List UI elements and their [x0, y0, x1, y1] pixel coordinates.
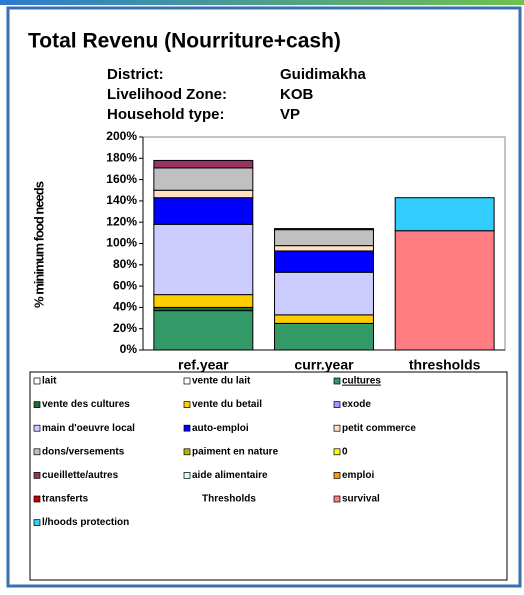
bar-segment	[274, 229, 374, 247]
legend-swatch	[33, 424, 41, 432]
legend	[29, 371, 508, 581]
y-tick-label: 160%	[106, 172, 137, 186]
y-tick-label: 180%	[106, 150, 137, 164]
bar-segment	[274, 250, 374, 273]
y-tick-label: 20%	[113, 321, 137, 335]
legend-swatch	[33, 495, 41, 503]
bar-segment	[153, 167, 254, 191]
legend-swatch	[333, 495, 341, 503]
chart-title: Total Revenu (Nourriture+cash)	[28, 30, 341, 53]
bar-segment	[153, 197, 254, 225]
info-label: District:	[107, 66, 164, 83]
y-tick-label: 200%	[106, 129, 137, 143]
legend-label: Thresholds	[202, 494, 256, 505]
legend-swatch	[183, 377, 191, 385]
legend-swatch	[183, 448, 191, 456]
legend-label: vente des cultures	[42, 399, 130, 410]
legend-swatch	[33, 377, 41, 385]
legend-swatch	[333, 377, 341, 385]
info-label: Household type:	[107, 106, 225, 123]
bar-segment	[274, 245, 374, 252]
legend-label: paiment en nature	[192, 446, 279, 457]
legend-label: vente du betail	[192, 399, 262, 410]
legend-label: cueillette/autres	[42, 470, 119, 481]
legend-label: survival	[342, 494, 380, 505]
legend-label: main d'oeuvre local	[42, 423, 135, 434]
legend-swatch	[333, 472, 341, 479]
x-tick-label: ref.year	[178, 357, 229, 373]
legend-label: transferts	[42, 494, 89, 505]
info-value: KOB	[280, 86, 314, 103]
bar-segment	[153, 310, 254, 351]
info-label: Livelihood Zone:	[107, 86, 227, 103]
legend-swatch	[33, 519, 41, 526]
info-value: Guidimakha	[280, 66, 367, 83]
legend-label: lait	[42, 376, 57, 387]
top-bar	[0, 0, 524, 5]
info-value: VP	[280, 106, 300, 123]
x-tick-label: curr.year	[294, 357, 354, 373]
y-axis-label: % minimum food needs	[31, 181, 46, 308]
bar-segment	[153, 189, 254, 199]
legend-swatch	[183, 424, 191, 432]
x-tick-label: thresholds	[409, 357, 481, 373]
legend-label: aide alimentaire	[192, 470, 268, 481]
bar-segment	[394, 230, 495, 351]
y-tick-label: 80%	[113, 257, 137, 271]
legend-swatch	[333, 448, 341, 456]
legend-swatch	[183, 401, 191, 408]
legend-label: dons/versements	[42, 446, 125, 457]
legend-label: auto-emploi	[192, 423, 249, 434]
legend-label: cultures	[342, 376, 381, 387]
y-tick-label: 0%	[120, 342, 138, 356]
legend-swatch	[33, 448, 41, 456]
legend-label: exode	[342, 399, 371, 410]
legend-label: 0	[342, 446, 348, 457]
bar-segment	[274, 314, 374, 324]
legend-swatch	[333, 401, 341, 408]
y-tick-label: 100%	[106, 236, 137, 250]
bar-segment	[274, 271, 374, 316]
legend-swatch	[33, 401, 41, 408]
y-tick-label: 140%	[106, 193, 137, 207]
legend-label: vente du lait	[192, 376, 251, 387]
legend-label: l/hoods protection	[42, 517, 129, 528]
y-tick-label: 40%	[113, 300, 137, 314]
legend-swatch	[33, 472, 41, 479]
legend-swatch	[183, 472, 191, 479]
bar-segment	[153, 294, 254, 308]
y-tick-label: 120%	[106, 214, 137, 228]
bar-segment	[394, 197, 495, 232]
legend-label: emploi	[342, 470, 374, 481]
bar-segment	[153, 223, 254, 296]
bar-segment	[153, 159, 254, 169]
legend-swatch	[333, 424, 341, 432]
legend-label: petit commerce	[342, 423, 416, 434]
y-tick-label: 60%	[113, 278, 137, 292]
bar-segment	[274, 228, 374, 231]
bar-segment	[274, 322, 374, 351]
